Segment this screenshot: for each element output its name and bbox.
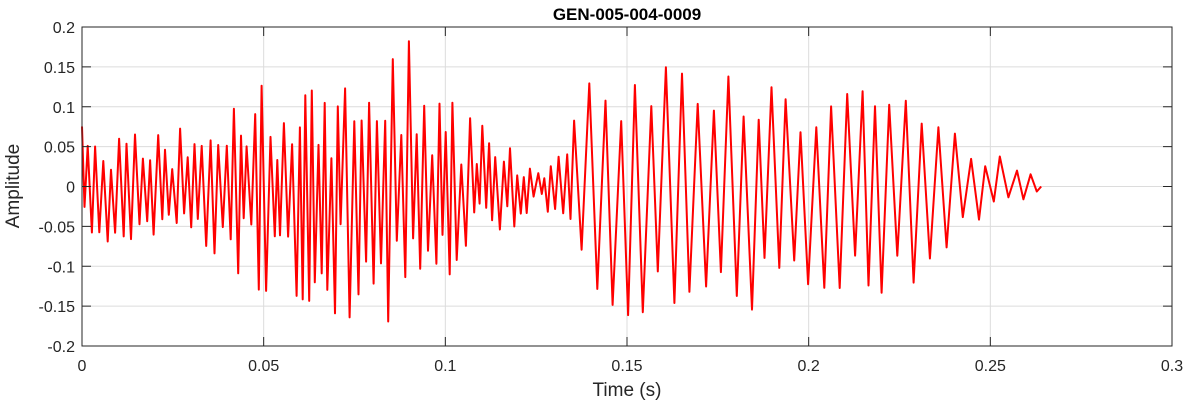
x-axis-label: Time (s)	[593, 380, 662, 401]
y-tick-label: 0	[66, 180, 75, 197]
x-tick-label: 0	[78, 358, 87, 375]
y-tick-label: -0.05	[39, 219, 76, 236]
x-tick-label: 0.3	[1161, 358, 1183, 375]
y-axis-label: Amplitude	[3, 144, 24, 229]
x-tick-label: 0.2	[798, 358, 820, 375]
x-tick-label: 0.1	[434, 358, 456, 375]
series-layer	[81, 40, 1042, 323]
y-tick-label: 0.2	[53, 20, 75, 37]
y-tick-label: 0.1	[53, 100, 75, 117]
x-tick-label: 0.15	[611, 358, 642, 375]
y-tick-label: 0.15	[44, 60, 75, 77]
ticks	[81, 26, 1173, 347]
x-tick-label: 0.05	[248, 358, 279, 375]
x-tick-label: 0.25	[975, 358, 1006, 375]
y-tick-label: -0.15	[39, 299, 76, 316]
y-tick-label: -0.2	[47, 339, 75, 356]
chart-title: GEN-005-004-0009	[553, 5, 701, 24]
y-tick-label: 0.05	[44, 140, 75, 157]
y-tick-label: -0.1	[47, 259, 75, 276]
series-line	[81, 40, 1042, 323]
y-tick-labels: 0.2 0.15 0.1 0.05 0 -0.05 -0.1 -0.15 -0.2	[39, 20, 76, 356]
x-tick-labels: 0 0.05 0.1 0.15 0.2 0.25 0.3	[78, 358, 1184, 375]
